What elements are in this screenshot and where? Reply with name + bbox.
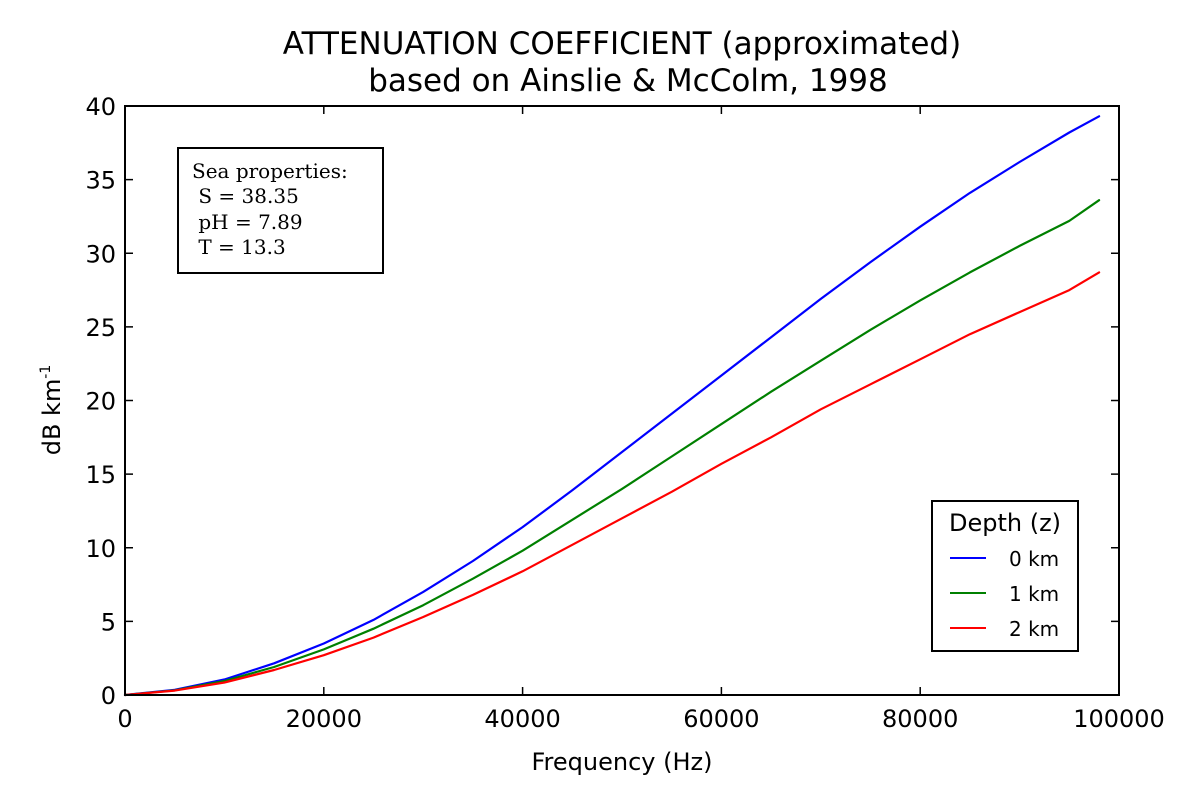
chart-title: ATTENUATION COEFFICIENT (approximated): [283, 26, 961, 62]
legend-title: Depth (z): [949, 509, 1061, 537]
y-tick-label: 0: [101, 682, 116, 710]
x-tick-label: 80000: [882, 705, 958, 733]
legend-label-1km: 1 km: [1009, 582, 1059, 606]
y-tick-label: 20: [85, 388, 116, 416]
y-tick-label: 5: [101, 608, 116, 636]
chart-subtitle: based on Ainslie & McColm, 1998: [368, 63, 888, 99]
y-tick-label: 25: [85, 314, 116, 342]
x-tick-label: 40000: [484, 705, 560, 733]
y-axis-label: dB km-1: [38, 365, 66, 456]
series-line-0km: [123, 115, 1101, 697]
y-axis-label-exponent: -1: [38, 365, 54, 379]
sea-properties-box: Sea properties: S = 38.35 pH = 7.89 T = …: [177, 147, 384, 274]
x-tick-label: 20000: [286, 705, 362, 733]
sea-properties-line: pH = 7.89: [192, 210, 303, 234]
x-tick-label: 60000: [683, 705, 759, 733]
y-tick-label: 35: [85, 167, 116, 195]
legend-label-2km: 2 km: [1009, 617, 1059, 641]
y-axis-label-group: dB km-1: [38, 365, 66, 456]
series-line-1km: [123, 199, 1101, 697]
series-line-2km: [123, 271, 1101, 697]
sea-properties-line: Sea properties:: [192, 159, 348, 183]
x-tick-label: 100000: [1073, 705, 1165, 733]
y-tick-label: 40: [85, 93, 116, 121]
legend-frame: [931, 500, 1079, 652]
plot-area: [123, 115, 1101, 697]
plot-frame: [124, 105, 1120, 696]
legend-label-0km: 0 km: [1009, 547, 1059, 571]
sea-properties-line: S = 38.35: [192, 184, 299, 208]
sea-properties-frame: [177, 147, 384, 274]
y-tick-label: 15: [85, 461, 116, 489]
x-tick-label: 0: [117, 705, 132, 733]
sea-properties-line: T = 13.3: [192, 235, 286, 259]
legend: Depth (z) 0 km 1 km 2 km: [931, 500, 1079, 652]
y-axis-label-main: dB km: [38, 379, 66, 456]
y-tick-label: 10: [85, 535, 116, 563]
axis-ticks: 0 20000 40000 60000 80000 100000 0 5 10 15 20 25 30 3…: [85, 93, 1164, 733]
y-tick-label: 30: [85, 240, 116, 268]
x-axis-label: Frequency (Hz): [532, 748, 713, 776]
